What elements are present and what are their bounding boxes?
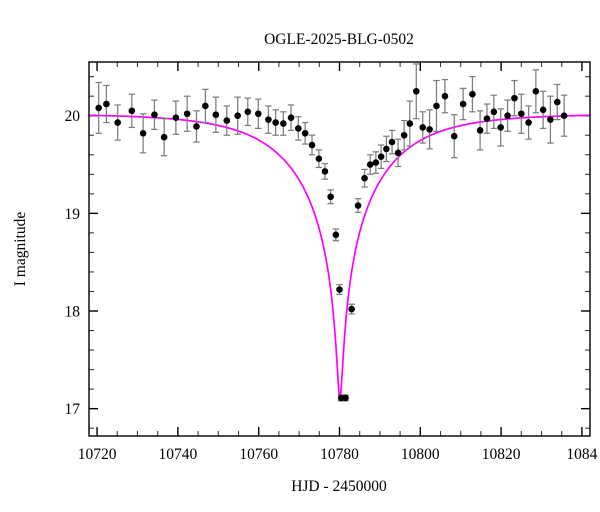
- plot-frame: [88, 61, 591, 437]
- data-point: [476, 127, 484, 134]
- x-tick-label: 10800: [401, 446, 440, 463]
- data-point: [103, 100, 110, 108]
- data-point: [212, 111, 220, 119]
- data-point: [128, 107, 136, 115]
- data-point: [160, 133, 168, 141]
- data-point: [459, 100, 467, 108]
- data-point: [321, 168, 329, 175]
- data-point: [412, 87, 420, 95]
- data-point: [511, 94, 518, 102]
- data-point: [497, 124, 505, 131]
- data-point: [327, 193, 334, 201]
- data-point: [469, 90, 476, 98]
- data-point: [294, 125, 302, 132]
- data-point: [518, 110, 525, 118]
- data-point: [388, 138, 396, 146]
- data-point: [223, 117, 231, 124]
- x-tick-label: 10760: [239, 446, 278, 463]
- x-tick-label: 10720: [78, 446, 117, 463]
- data-point: [287, 114, 295, 121]
- axis-tick-labels: 10720 10740 10760 10780 10800 10820 1084 17 18 19…: [65, 108, 598, 463]
- data-point: [372, 159, 380, 166]
- y-tick-label: 18: [65, 304, 81, 321]
- data-point: [265, 116, 272, 123]
- y-tick-label: 19: [65, 206, 81, 223]
- error-bars: [95, 63, 568, 402]
- data-point: [441, 92, 449, 100]
- data-point: [366, 161, 374, 168]
- data-point: [348, 305, 355, 313]
- data-point: [183, 110, 191, 118]
- x-tick-label: 1084: [566, 446, 597, 463]
- data-point: [553, 98, 561, 106]
- data-point: [95, 104, 102, 112]
- data-point: [394, 149, 402, 157]
- data-point: [400, 131, 408, 139]
- data-point: [547, 116, 554, 123]
- data-points: [95, 87, 568, 402]
- data-point: [419, 124, 427, 131]
- axis-ticks: [89, 62, 590, 436]
- data-point: [254, 110, 262, 118]
- x-tick-label: 10780: [320, 446, 359, 463]
- data-point: [272, 119, 279, 126]
- x-tick-label: 10820: [482, 446, 521, 463]
- data-point: [361, 174, 368, 182]
- data-point: [377, 153, 385, 161]
- data-point: [301, 129, 309, 137]
- data-point: [490, 108, 498, 116]
- x-axis-label: HJD - 2450000: [291, 478, 387, 495]
- data-point: [193, 123, 200, 130]
- data-point: [450, 132, 458, 140]
- data-point: [244, 108, 252, 116]
- data-point: [433, 102, 440, 110]
- data-point: [504, 112, 511, 120]
- data-point: [315, 155, 323, 162]
- data-point: [172, 114, 180, 121]
- data-point: [354, 202, 362, 209]
- data-point: [139, 129, 147, 137]
- data-point: [560, 112, 568, 120]
- data-point: [525, 119, 532, 126]
- data-point: [383, 145, 390, 153]
- data-point: [426, 126, 433, 133]
- data-point: [342, 394, 349, 402]
- y-axis-label: I magnitude: [12, 212, 29, 287]
- data-point: [151, 111, 158, 119]
- data-point: [234, 112, 241, 120]
- data-point: [336, 286, 343, 293]
- data-point: [483, 115, 491, 122]
- data-point: [308, 141, 316, 149]
- data-point: [406, 120, 414, 127]
- data-point: [332, 231, 340, 239]
- y-tick-label: 20: [65, 108, 81, 125]
- data-point: [280, 120, 287, 127]
- data-point: [539, 106, 547, 114]
- data-point: [532, 87, 540, 95]
- model-light-curve: [88, 114, 591, 399]
- chart-title: OGLE-2025-BLG-0502: [264, 31, 414, 48]
- data-point: [114, 119, 121, 126]
- data-point: [202, 102, 209, 110]
- y-tick-label: 17: [65, 401, 81, 418]
- x-tick-label: 10740: [159, 446, 198, 463]
